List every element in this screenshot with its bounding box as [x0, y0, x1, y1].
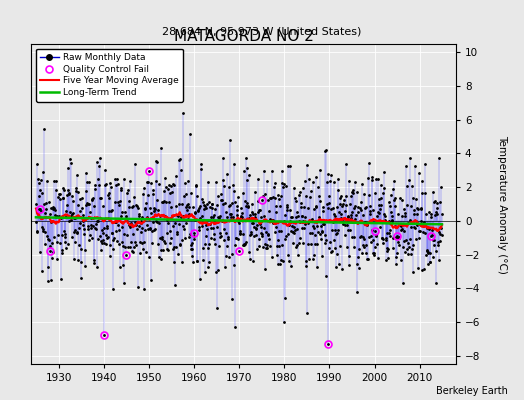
- Text: Berkeley Earth: Berkeley Earth: [436, 386, 508, 396]
- Title: MATAGORDA NO 2: MATAGORDA NO 2: [174, 29, 313, 44]
- Y-axis label: Temperature Anomaly (°C): Temperature Anomaly (°C): [497, 134, 507, 274]
- Text: 28.684 N, 95.973 W (United States): 28.684 N, 95.973 W (United States): [162, 26, 362, 36]
- Legend: Raw Monthly Data, Quality Control Fail, Five Year Moving Average, Long-Term Tren: Raw Monthly Data, Quality Control Fail, …: [36, 48, 183, 102]
